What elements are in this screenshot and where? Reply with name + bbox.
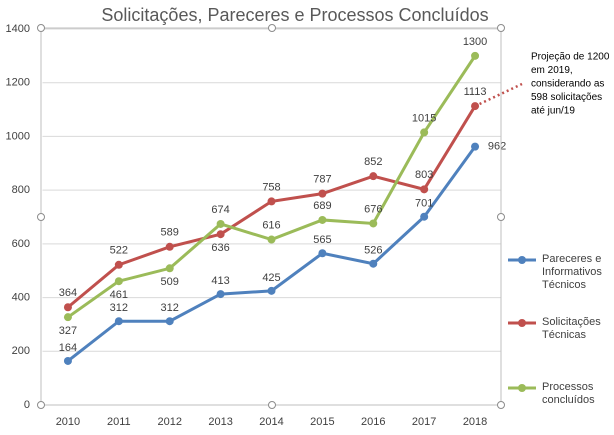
legend-marker: [518, 319, 526, 327]
data-point: [318, 249, 327, 258]
data-label: 526: [364, 245, 382, 257]
y-tick-label: 1000: [6, 130, 30, 142]
data-point: [165, 317, 174, 326]
data-label: 589: [161, 227, 179, 239]
data-point: [267, 197, 276, 206]
data-point: [165, 264, 174, 273]
data-point: [318, 215, 327, 224]
x-tick-label: 2013: [208, 416, 232, 428]
x-tick-label: 2014: [259, 416, 283, 428]
data-point: [420, 128, 429, 137]
data-label: 758: [262, 181, 280, 193]
annotation: até jun/19: [531, 106, 575, 117]
series-line: [67, 145, 477, 363]
legend-marker: [518, 384, 526, 392]
x-tick-label: 2017: [412, 416, 436, 428]
data-point: [369, 259, 378, 268]
y-tick-label: 400: [12, 291, 30, 303]
data-label: 1015: [412, 112, 436, 124]
annotation: 598 solicitações: [531, 92, 602, 103]
y-tick-label: 1400: [6, 23, 30, 35]
legend-label: Pareceres e Informativos Técnicos: [542, 253, 602, 291]
annotation: em 2019,: [531, 65, 573, 76]
data-label: 461: [110, 289, 128, 301]
data-label: 1113: [464, 86, 487, 98]
y-tick-label: 600: [12, 238, 30, 250]
x-tick-label: 2011: [107, 416, 131, 428]
data-label: 962: [488, 141, 506, 153]
data-label: 522: [110, 245, 128, 257]
data-point: [369, 219, 378, 228]
legend-marker: [518, 256, 526, 264]
y-tick-label: 0: [24, 399, 30, 411]
data-point: [420, 212, 429, 221]
legend-label: Processos concluídos: [542, 381, 595, 406]
data-label: 676: [364, 203, 382, 215]
data-label: 413: [211, 275, 229, 287]
annotation: considerando as: [531, 79, 604, 90]
annotation: Projeção de 1200: [531, 52, 610, 63]
data-point: [420, 185, 429, 194]
data-label: 787: [313, 174, 331, 186]
data-point: [318, 189, 327, 198]
data-label: 701: [415, 198, 433, 210]
selection-frame: [37, 24, 505, 409]
data-point: [471, 51, 480, 60]
data-point: [216, 219, 225, 228]
projection-line: [474, 82, 523, 108]
data-label: 852: [364, 156, 382, 168]
data-point: [114, 277, 123, 286]
data-point: [267, 235, 276, 244]
chart-title: Solicitações, Pareceres e Processos Conc…: [101, 5, 488, 25]
data-point: [267, 286, 276, 295]
y-tick-label: 800: [12, 184, 30, 196]
data-point: [165, 242, 174, 251]
data-label: 312: [110, 302, 128, 314]
data-label: 616: [262, 219, 280, 231]
data-label: 565: [313, 234, 331, 246]
data-label: 1300: [463, 36, 487, 48]
data-label: 803: [415, 169, 433, 181]
data-label: 312: [161, 302, 179, 314]
data-point: [114, 317, 123, 326]
x-tick-label: 2018: [463, 416, 487, 428]
data-label: 509: [161, 276, 179, 288]
data-point: [63, 313, 72, 322]
data-label: 164: [59, 342, 77, 354]
data-point: [216, 290, 225, 299]
y-tick-label: 1200: [6, 77, 30, 89]
data-point: [369, 172, 378, 181]
x-tick-label: 2015: [310, 416, 334, 428]
data-point: [471, 142, 480, 151]
data-label: 689: [313, 200, 331, 212]
data-point: [471, 102, 480, 111]
data-label: 674: [211, 204, 229, 216]
data-label: 327: [59, 325, 77, 337]
data-point: [114, 260, 123, 269]
data-point: [63, 356, 72, 365]
data-label: 364: [59, 287, 77, 299]
x-tick-label: 2012: [157, 416, 181, 428]
data-label: 636: [211, 242, 229, 254]
x-tick-label: 2010: [56, 416, 80, 428]
data-point: [216, 230, 225, 239]
data-label: 425: [262, 272, 280, 284]
y-tick-label: 200: [12, 345, 30, 357]
legend-label: Solicitações Técnicas: [542, 316, 601, 341]
x-tick-label: 2016: [361, 416, 385, 428]
data-point: [63, 303, 72, 312]
